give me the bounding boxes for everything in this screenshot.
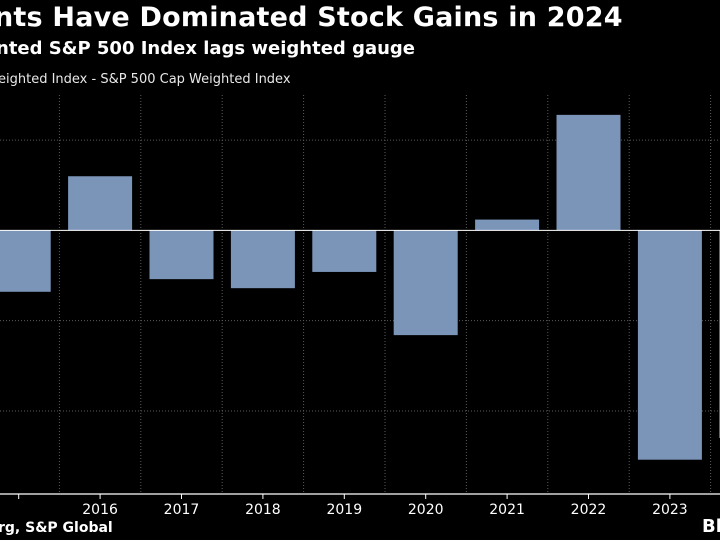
bar-2022 xyxy=(556,114,621,231)
bar-2021 xyxy=(475,219,540,231)
bar-2023 xyxy=(637,230,702,460)
x-tick-label: 2018 xyxy=(245,502,281,518)
x-tick-labels: 20162017201820192020202120222023202 xyxy=(82,502,688,518)
chart-subtitle: nted S&P 500 Index lags weighted gauge xyxy=(0,38,416,59)
bars xyxy=(0,114,720,460)
x-tick-label: 2019 xyxy=(326,502,362,518)
bar-2015 xyxy=(0,230,51,292)
bar-2019 xyxy=(312,230,377,272)
bar-2018 xyxy=(230,230,295,289)
x-tick-label: 2022 xyxy=(571,502,607,518)
x-tick-label: 2016 xyxy=(82,502,118,518)
chart-title: nts Have Dominated Stock Gains in 2024 xyxy=(0,2,623,33)
brand-logo: Bl xyxy=(702,516,720,537)
x-tick-label: 2017 xyxy=(164,502,200,518)
legend-label: eighted Index - S&P 500 Cap Weighted Ind… xyxy=(0,72,291,87)
x-tick-label: 2023 xyxy=(652,502,688,518)
x-tick-label: 2020 xyxy=(408,502,444,518)
bar-2016 xyxy=(68,176,133,231)
bar-2020 xyxy=(393,230,458,336)
gridlines xyxy=(0,95,720,494)
bar-2017 xyxy=(149,230,214,280)
x-tick-label: 2021 xyxy=(489,502,525,518)
axis xyxy=(0,229,720,499)
source-note: rg, S&P Global xyxy=(0,520,113,536)
